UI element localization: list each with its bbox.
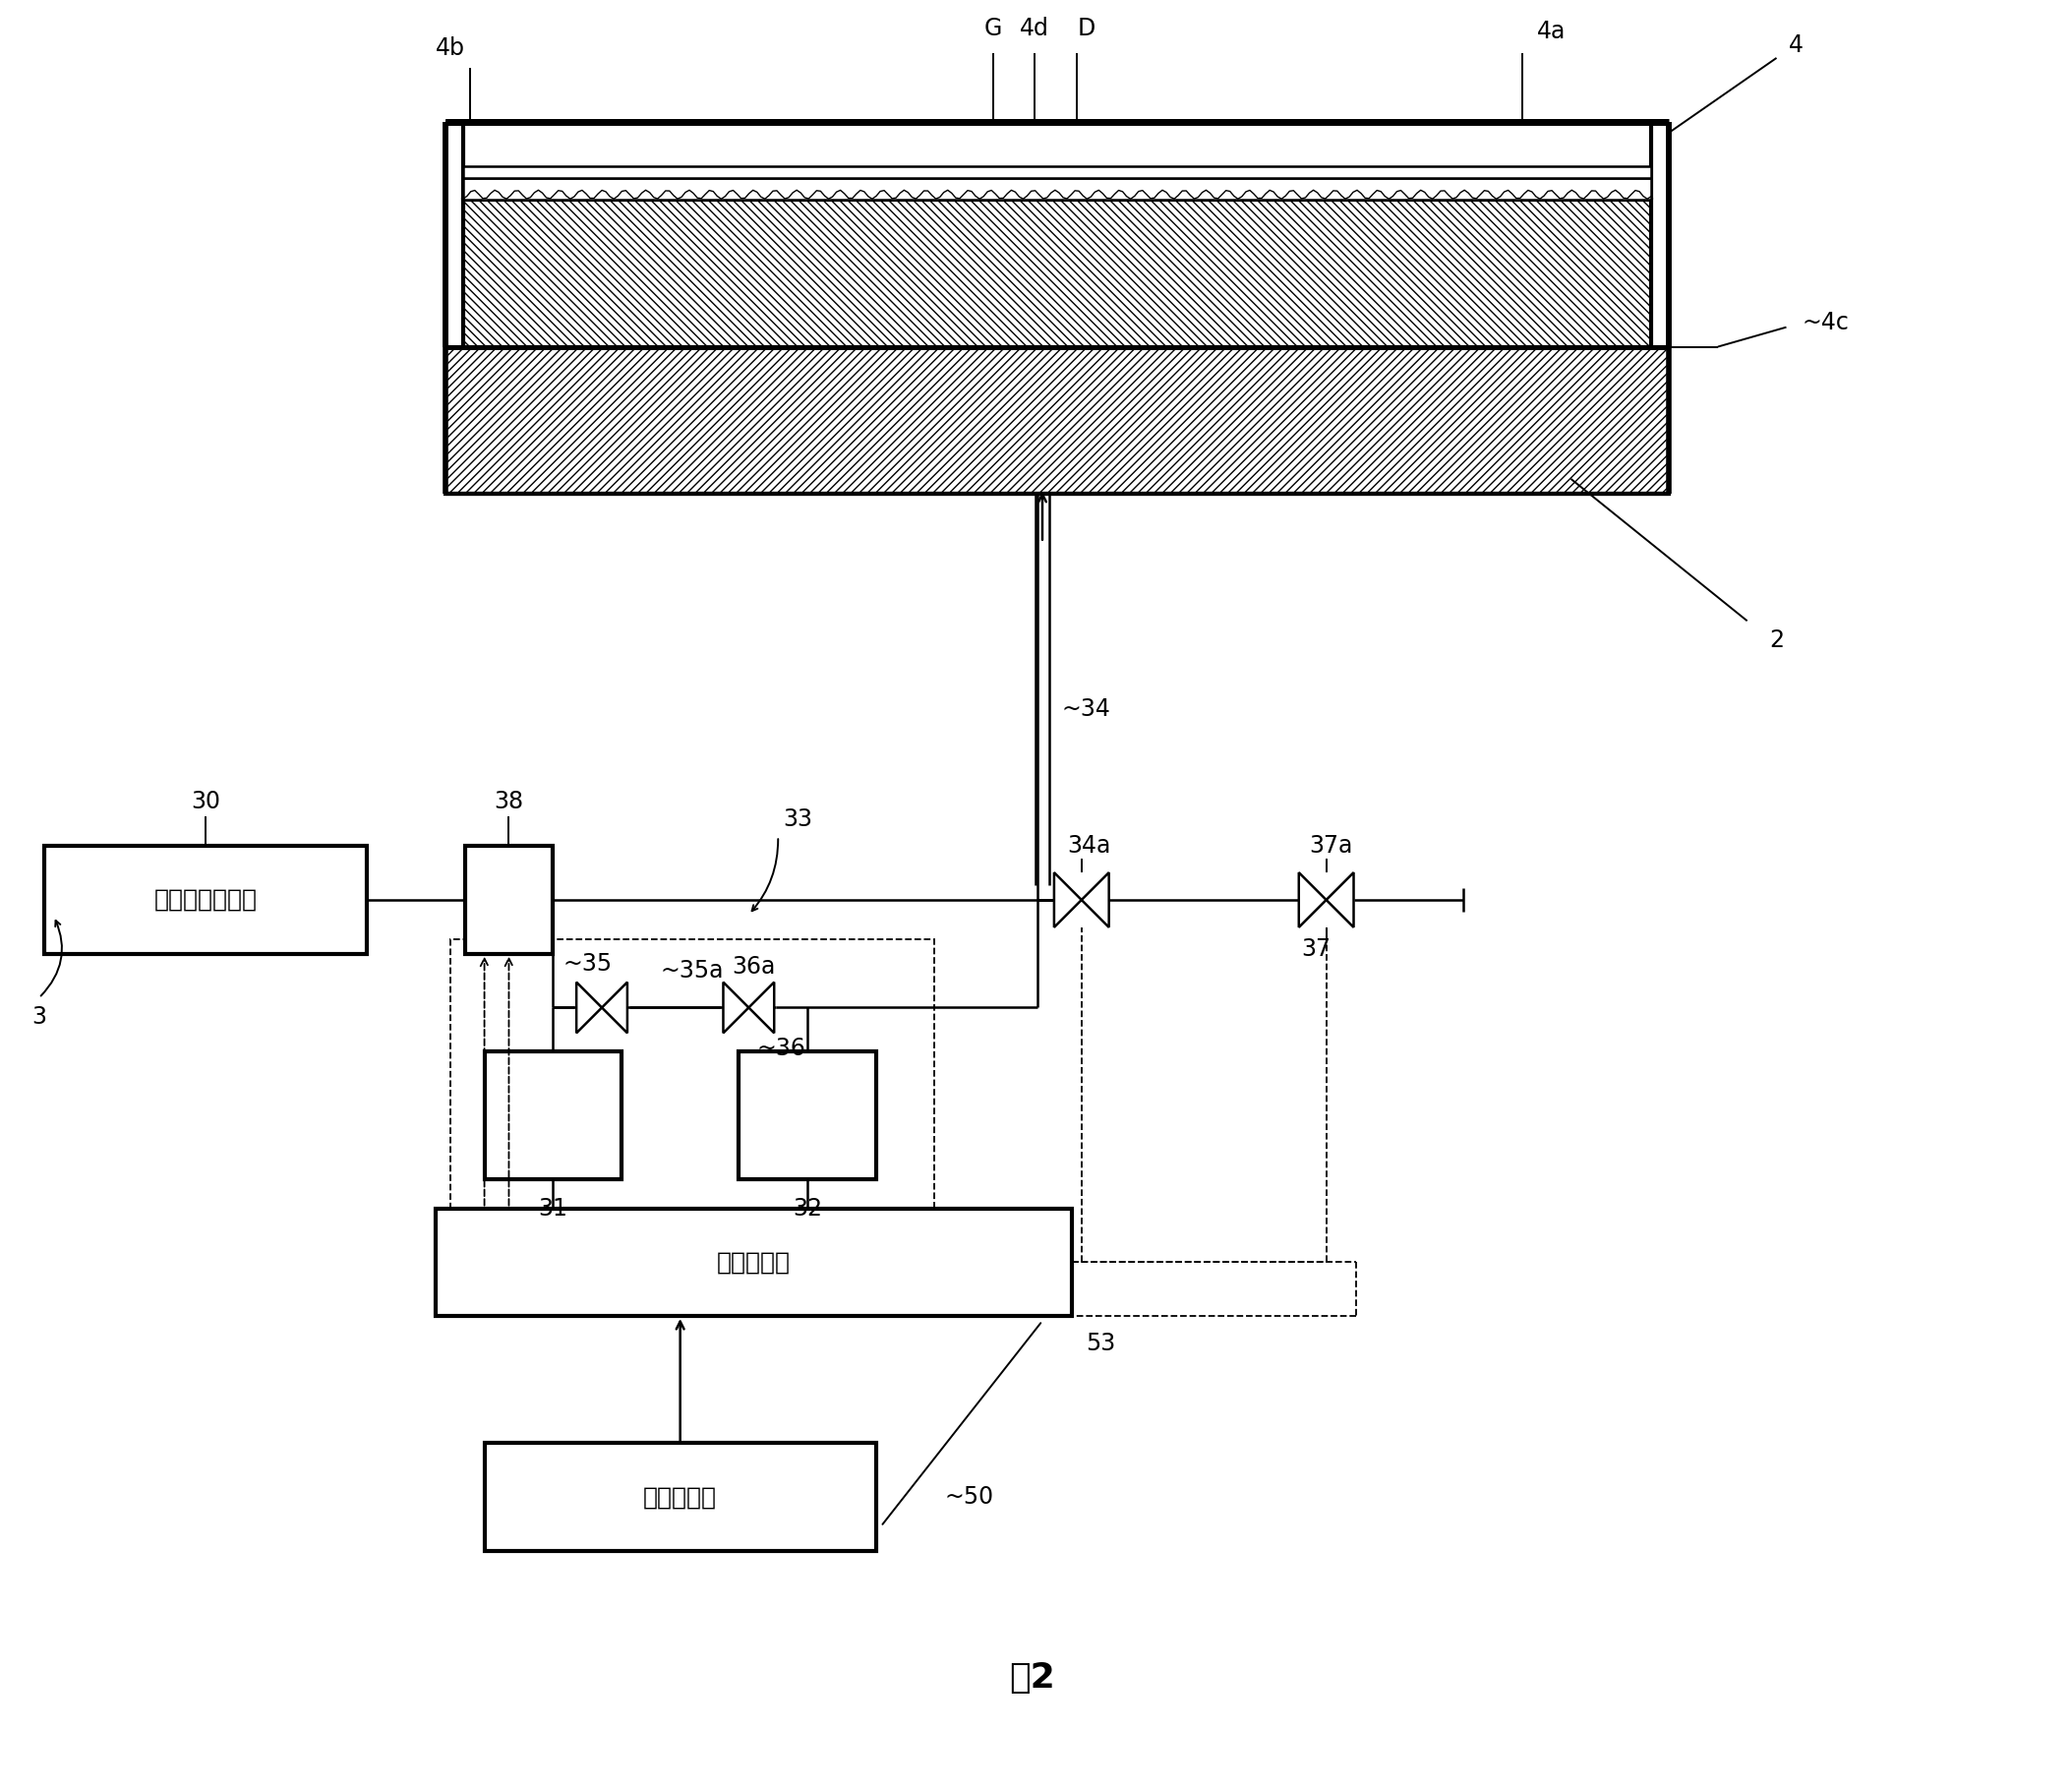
Text: 34a: 34a — [1067, 834, 1111, 857]
Polygon shape — [748, 983, 775, 1033]
Text: 38: 38 — [493, 789, 524, 814]
Text: ~35a: ~35a — [661, 959, 723, 983]
Text: G: G — [984, 16, 1003, 41]
Text: 36a: 36a — [731, 954, 775, 979]
Bar — [485, 1443, 876, 1550]
Text: ~4c: ~4c — [1803, 310, 1848, 335]
Bar — [445, 347, 1668, 494]
Text: 图2: 图2 — [1009, 1661, 1055, 1695]
Text: 31: 31 — [539, 1196, 568, 1221]
Text: D: D — [1077, 16, 1096, 41]
Text: 4: 4 — [1788, 34, 1803, 57]
Text: 4a: 4a — [1537, 20, 1566, 43]
Text: 工艺控制器: 工艺控制器 — [642, 1486, 717, 1509]
Polygon shape — [576, 983, 601, 1033]
Text: ~50: ~50 — [945, 1486, 995, 1509]
Bar — [462, 179, 1651, 200]
Text: 4d: 4d — [1019, 16, 1048, 41]
Bar — [740, 1053, 876, 1180]
Text: 30: 30 — [191, 789, 220, 814]
Text: 37a: 37a — [1310, 834, 1353, 857]
Polygon shape — [1055, 872, 1082, 927]
Bar — [464, 847, 553, 954]
Text: 32: 32 — [794, 1196, 823, 1221]
Text: ~36: ~36 — [756, 1036, 806, 1060]
Bar — [462, 166, 1651, 179]
Bar — [435, 1208, 1071, 1316]
Bar — [450, 940, 934, 1242]
Text: 33: 33 — [783, 807, 812, 831]
Text: 传热气体供给源: 传热气体供给源 — [153, 888, 257, 911]
Polygon shape — [1299, 872, 1326, 927]
Text: 2: 2 — [1769, 628, 1784, 652]
Text: 53: 53 — [1086, 1332, 1117, 1355]
Polygon shape — [1326, 872, 1353, 927]
Polygon shape — [1082, 872, 1109, 927]
Text: 37: 37 — [1301, 936, 1330, 961]
Bar — [44, 847, 367, 954]
Text: 3: 3 — [31, 1006, 46, 1029]
Text: ~34: ~34 — [1063, 696, 1111, 721]
Bar — [485, 1053, 622, 1180]
Text: 4b: 4b — [435, 36, 464, 59]
Polygon shape — [601, 983, 628, 1033]
Polygon shape — [723, 983, 748, 1033]
Bar — [462, 200, 1651, 347]
Text: ~35: ~35 — [564, 952, 611, 976]
Text: 单元控制器: 单元控制器 — [717, 1251, 792, 1274]
